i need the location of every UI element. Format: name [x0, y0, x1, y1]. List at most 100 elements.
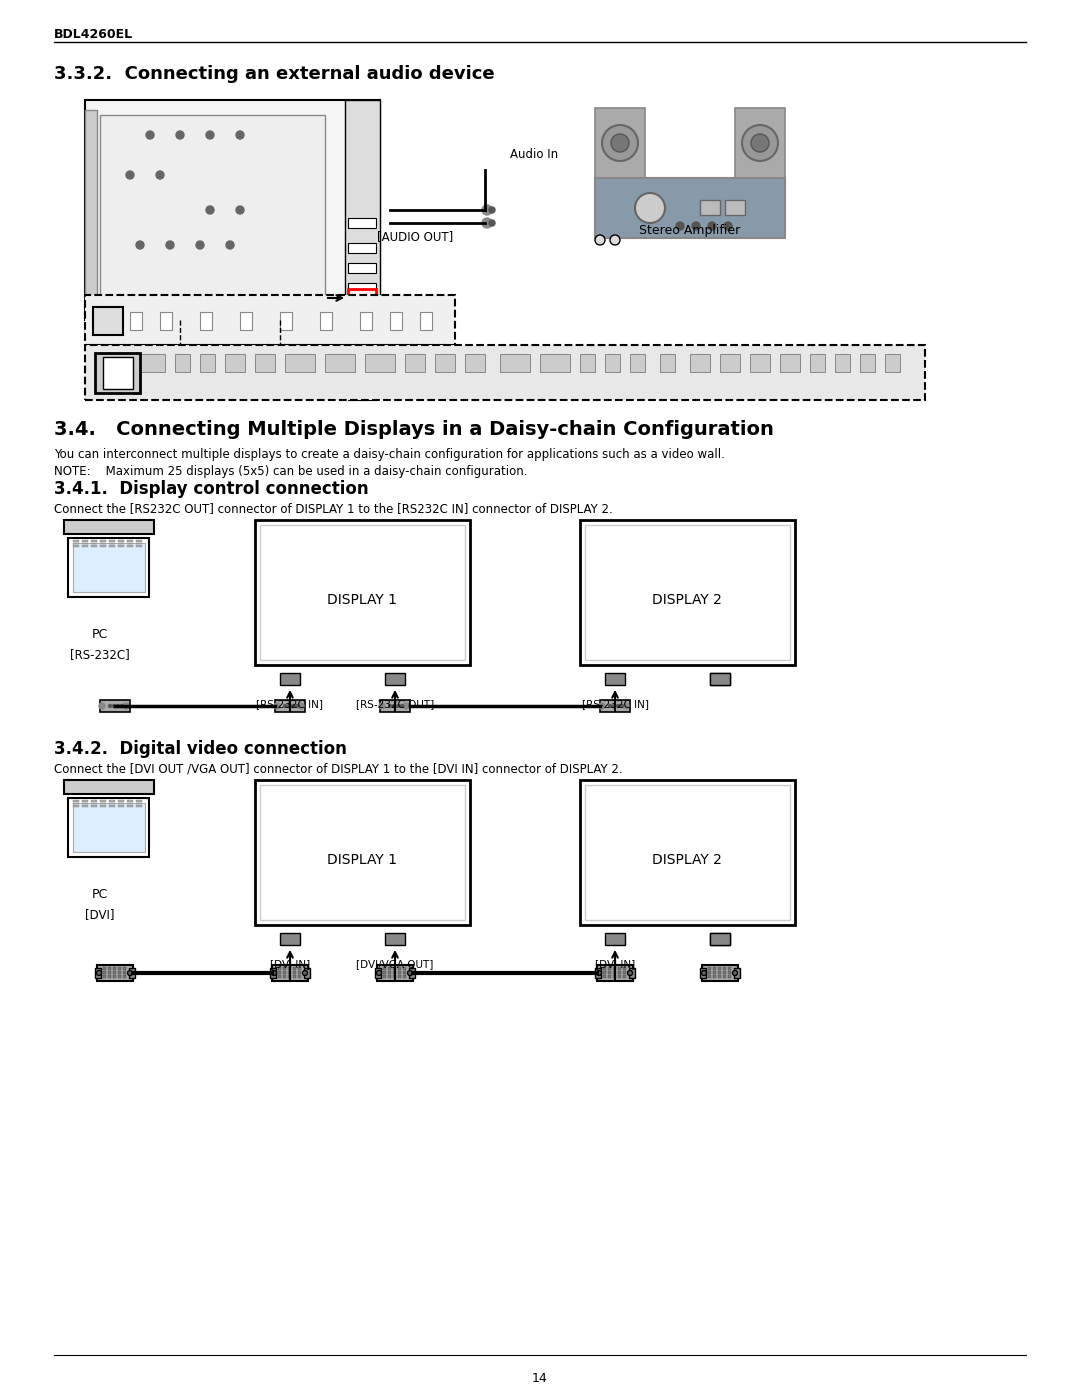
Bar: [130, 313, 141, 331]
Circle shape: [127, 971, 133, 975]
Bar: [388, 967, 391, 970]
Bar: [85, 110, 97, 310]
Bar: [700, 200, 720, 215]
Bar: [200, 354, 215, 372]
Circle shape: [99, 703, 105, 708]
Bar: [278, 975, 281, 978]
Bar: [348, 318, 376, 328]
Bar: [702, 965, 738, 981]
Bar: [608, 971, 611, 974]
Bar: [255, 519, 470, 665]
Bar: [630, 354, 645, 372]
Bar: [780, 354, 800, 372]
Bar: [72, 546, 79, 547]
Text: DISPLAY 1: DISPLAY 1: [327, 853, 397, 867]
Bar: [91, 803, 97, 804]
Bar: [618, 975, 621, 978]
Text: 3.4.   Connecting Multiple Displays in a Daisy-chain Configuration: 3.4. Connecting Multiple Displays in a D…: [54, 419, 774, 439]
Bar: [81, 806, 87, 807]
Bar: [708, 967, 711, 970]
Circle shape: [692, 222, 700, 231]
Circle shape: [271, 971, 276, 975]
Bar: [623, 975, 626, 978]
Text: [DVI IN]: [DVI IN]: [270, 958, 310, 970]
Bar: [603, 971, 606, 974]
Bar: [72, 543, 145, 592]
Bar: [85, 294, 455, 344]
Bar: [118, 975, 121, 978]
Circle shape: [108, 704, 111, 707]
Bar: [72, 803, 79, 804]
Bar: [135, 543, 141, 544]
Circle shape: [392, 704, 395, 707]
Bar: [629, 968, 635, 978]
Bar: [595, 968, 600, 978]
Bar: [260, 785, 465, 920]
Text: [DVI]: [DVI]: [85, 908, 114, 921]
Text: DISPLAY 2: DISPLAY 2: [652, 853, 721, 867]
Circle shape: [237, 131, 244, 139]
Bar: [298, 975, 301, 978]
Circle shape: [292, 704, 295, 707]
Bar: [735, 108, 785, 178]
Bar: [595, 178, 785, 238]
Circle shape: [377, 971, 381, 975]
Bar: [405, 354, 426, 372]
Circle shape: [156, 171, 164, 179]
Text: Audio In: Audio In: [510, 149, 558, 161]
Bar: [135, 540, 141, 542]
Bar: [348, 263, 376, 274]
Bar: [723, 967, 726, 970]
Circle shape: [407, 971, 413, 975]
Text: BDL4260EL: BDL4260EL: [54, 28, 133, 42]
Text: [AUDIO OUT]: [AUDIO OUT]: [377, 231, 454, 243]
Bar: [723, 975, 726, 978]
Bar: [728, 967, 731, 970]
Bar: [380, 700, 410, 713]
Bar: [72, 803, 145, 851]
Bar: [660, 354, 675, 372]
Bar: [129, 968, 135, 978]
Circle shape: [610, 235, 620, 244]
Bar: [283, 967, 286, 970]
Bar: [348, 218, 376, 228]
Bar: [99, 546, 106, 547]
Bar: [81, 803, 87, 804]
Bar: [95, 968, 102, 978]
Bar: [135, 803, 141, 804]
Bar: [720, 354, 740, 372]
Bar: [399, 971, 401, 974]
Circle shape: [396, 704, 400, 707]
Bar: [103, 967, 106, 970]
Text: Connect the [DVI OUT /VGA OUT] connector of DISPLAY 1 to the [DVI IN] connector : Connect the [DVI OUT /VGA OUT] connector…: [54, 763, 623, 775]
Bar: [710, 674, 730, 685]
Bar: [345, 100, 380, 319]
Bar: [734, 968, 740, 978]
Text: [RS-232C IN]: [RS-232C IN]: [257, 699, 324, 708]
Bar: [113, 971, 116, 974]
Ellipse shape: [602, 125, 638, 161]
Ellipse shape: [742, 125, 778, 161]
Bar: [126, 546, 133, 547]
Text: PC: PC: [92, 888, 108, 901]
Bar: [280, 674, 300, 685]
Bar: [81, 546, 87, 547]
Text: [RS-232C]: [RS-232C]: [70, 649, 130, 661]
Bar: [240, 313, 252, 331]
Text: DISPLAY 2: DISPLAY 2: [652, 593, 721, 607]
Bar: [91, 800, 97, 801]
Bar: [72, 540, 79, 542]
Circle shape: [117, 704, 120, 707]
Bar: [435, 354, 455, 372]
Text: 3.4.2.  Digital video connection: 3.4.2. Digital video connection: [54, 740, 347, 758]
Bar: [135, 806, 141, 807]
Circle shape: [298, 703, 303, 708]
Bar: [93, 307, 123, 335]
Bar: [280, 313, 292, 331]
Bar: [420, 313, 432, 331]
Bar: [750, 354, 770, 372]
Bar: [728, 971, 731, 974]
Circle shape: [283, 704, 286, 707]
Text: PC: PC: [92, 628, 108, 640]
Bar: [99, 806, 106, 807]
